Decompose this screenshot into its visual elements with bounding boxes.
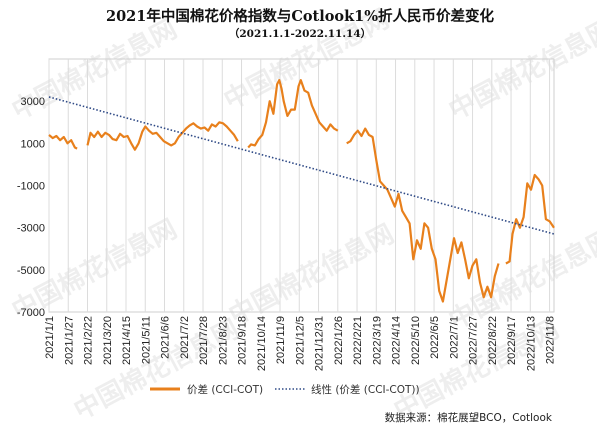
- chart-title: 2021年中国棉花价格指数与Cotlook1%折人民币价差变化: [106, 7, 495, 25]
- y-tick-label: -3000: [17, 223, 45, 235]
- spread-line-segment: [247, 79, 339, 149]
- x-tick-label: 2022/7/27: [468, 316, 480, 365]
- spread-line-segment: [48, 134, 78, 150]
- x-tick-label: 2022/3/19: [371, 316, 383, 365]
- x-tick-label: 2022/4/14: [391, 316, 403, 365]
- x-tick-label: 2021/4/15: [121, 316, 133, 365]
- legend-label-spread: 价差 (CCI-COT): [187, 383, 263, 396]
- spread-line-segment: [86, 121, 239, 151]
- x-tick-label: 2022/11/8: [545, 316, 557, 364]
- spread-line-segment: [505, 173, 555, 265]
- x-tick-label: 2021/7/28: [198, 316, 210, 365]
- x-tick-label: 2021/2/22: [83, 316, 95, 365]
- trend-line: [48, 96, 555, 235]
- y-axis: 3000 1000 -1000 -3000 -5000 -7000: [17, 96, 45, 319]
- x-tick-label: 2022/10/13: [525, 316, 537, 371]
- x-tick-label: 2022/8/22: [487, 316, 499, 365]
- legend-label-trend: 线性 (价差 (CCI-COT)): [311, 383, 420, 396]
- x-tick-label: 2022/5/10: [410, 316, 422, 365]
- x-tick-label: 2022/1/26: [333, 316, 345, 365]
- x-tick-label: 2021/9/18: [237, 316, 249, 365]
- x-tick-label: 2021/12/31: [314, 316, 326, 371]
- x-tick-label: 2022/9/17: [506, 316, 518, 365]
- x-tick-label: 2021/12/5: [294, 316, 306, 365]
- x-tick-label: 2021/5/11: [140, 316, 152, 364]
- y-tick-label: -1000: [17, 181, 45, 193]
- x-tick-label: 2021/1/1: [44, 316, 56, 359]
- x-tick-label: 2022/6/5: [429, 316, 441, 359]
- y-tick-label: 3000: [21, 96, 45, 108]
- x-tick-label: 2021/6/6: [160, 316, 172, 359]
- spread-line-segment: [346, 127, 500, 303]
- data-source: 数据来源：棉花展望BCO，Cotlook: [385, 411, 553, 424]
- y-tick-label: -7000: [17, 307, 45, 319]
- x-axis: 2021/1/1 2021/1/27 2021/2/22 2021/3/20 2021/…: [44, 316, 557, 371]
- x-tick-label: 2021/7/2: [179, 316, 191, 359]
- x-tick-label: 2022/2/21: [352, 316, 364, 365]
- chart-subtitle: （2021.1.1-2022.11.14）: [229, 27, 371, 40]
- watermark-text: 中国棉花信息网: [444, 13, 597, 126]
- watermark-text: 中国棉花信息网: [7, 13, 182, 126]
- x-tick-label: 2021/11/9: [275, 316, 287, 364]
- y-tick-label: -5000: [17, 265, 45, 277]
- y-tick-label: 1000: [21, 138, 45, 150]
- legend: 价差 (CCI-COT) 线性 (价差 (CCI-COT)): [150, 383, 420, 396]
- x-tick-label: 2021/8/23: [217, 316, 229, 365]
- watermark-text: 中国棉花信息网: [224, 218, 399, 331]
- x-tick-label: 2022/7/1: [448, 316, 460, 359]
- x-tick-label: 2021/10/14: [256, 316, 268, 371]
- x-tick-label: 2021/1/27: [63, 316, 75, 365]
- series-layer: [48, 79, 555, 303]
- vertical-gridlines: [48, 59, 551, 312]
- x-tick-label: 2021/3/20: [102, 316, 114, 365]
